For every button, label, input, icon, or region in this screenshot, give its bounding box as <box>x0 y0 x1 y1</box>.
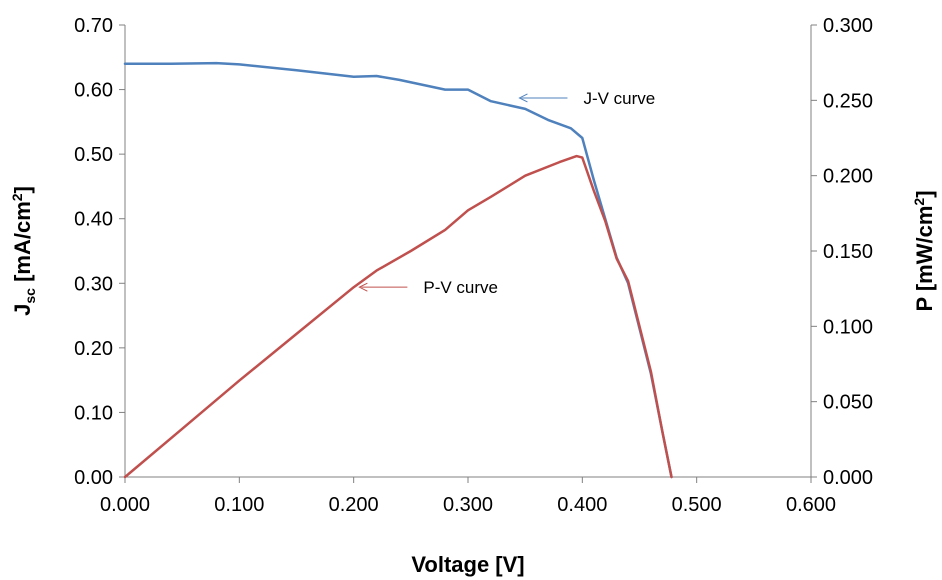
annotation-layer: J-V curve P-V curve <box>358 89 655 297</box>
x-axis-title: Voltage [V] <box>411 552 524 577</box>
right-axis-title-superscript: 2 <box>911 198 927 206</box>
x-tick-label: 0.100 <box>214 494 264 516</box>
left-tick-label: 0.40 <box>74 209 113 231</box>
x-tick-label: 0.200 <box>329 494 379 516</box>
right-axis-title-main: P [mW/cm <box>912 206 937 312</box>
left-axis-title-end: ] <box>10 186 35 193</box>
right-tick-label: 0.050 <box>823 392 873 414</box>
series-line-jv <box>123 61 673 479</box>
left-axis-title-subscript: sc <box>22 288 38 304</box>
right-axis-title-end: ] <box>912 190 937 197</box>
left-tick-label: 0.20 <box>74 338 113 360</box>
left-axis-title-main: J <box>10 304 35 316</box>
left-tick-label: 0.50 <box>74 144 113 166</box>
left-tick-label: 0.00 <box>74 467 113 489</box>
x-tick-label: 0.500 <box>672 494 722 516</box>
annotation-arrowhead <box>358 282 368 292</box>
left-y-ticks: 0.00 0.10 0.20 0.30 0.40 0.50 0.60 0.70 <box>74 15 125 489</box>
right-y-ticks: 0.000 0.050 0.100 0.150 0.200 0.250 0.300 <box>811 15 873 489</box>
right-tick-label: 0.200 <box>823 166 873 188</box>
right-tick-label: 0.150 <box>823 241 873 263</box>
left-tick-label: 0.10 <box>74 402 113 424</box>
x-tick-label: 0.600 <box>786 494 836 516</box>
left-tick-label: 0.70 <box>74 15 113 37</box>
left-tick-label: 0.30 <box>74 273 113 295</box>
x-tick-label: 0.000 <box>100 494 150 516</box>
right-tick-label: 0.100 <box>823 316 873 338</box>
x-tick-label: 0.300 <box>443 494 493 516</box>
right-axis-title: P [mW/cm2] <box>911 190 937 311</box>
plot-area <box>124 25 812 478</box>
x-ticks: 0.000 0.100 0.200 0.300 0.400 0.500 0.600 <box>100 477 836 516</box>
left-axis-title-superscript: 2 <box>9 193 25 201</box>
series-line-pv <box>123 154 673 479</box>
series-layer <box>123 61 673 479</box>
annotation-label-pv: P-V curve <box>423 278 498 297</box>
right-tick-label: 0.000 <box>823 467 873 489</box>
left-tick-label: 0.60 <box>74 80 113 102</box>
annotation-label-jv: J-V curve <box>583 89 655 108</box>
right-tick-label: 0.300 <box>823 15 873 37</box>
left-axis-title-unit: [mA/cm <box>10 201 35 288</box>
right-tick-label: 0.250 <box>823 90 873 112</box>
annotation-arrowhead <box>518 93 528 103</box>
left-axis-title: Jsc [mA/cm2] <box>9 186 38 316</box>
x-tick-label: 0.400 <box>557 494 607 516</box>
